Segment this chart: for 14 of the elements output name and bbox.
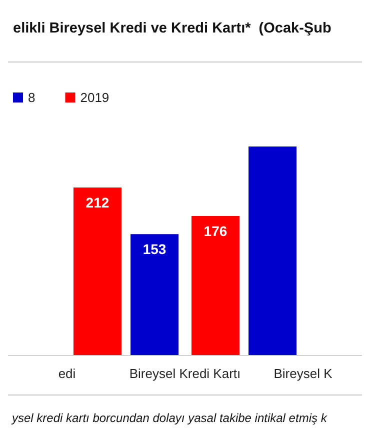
x-tick-label: Bireysel K [274, 366, 333, 381]
data-label: 212 [86, 194, 110, 211]
bar [191, 216, 240, 355]
bar [73, 188, 122, 355]
data-label: 176 [204, 222, 228, 239]
legend-label: 8 [28, 90, 36, 105]
legend-label: 2019 [80, 90, 110, 105]
data-label: 153 [142, 241, 166, 258]
x-tick-label: Bireysel Kredi Kartı [129, 366, 241, 381]
chart-title: elikli Bireysel Kredi ve Kredi Kartı* (Ocak-Şub [13, 20, 332, 36]
text: ysel kredi kartı borcundan dolayı yasal takibe intikal etmiş k [11, 411, 328, 425]
bar [130, 234, 179, 355]
x-tick-label: edi [58, 366, 76, 381]
bar [248, 146, 297, 355]
